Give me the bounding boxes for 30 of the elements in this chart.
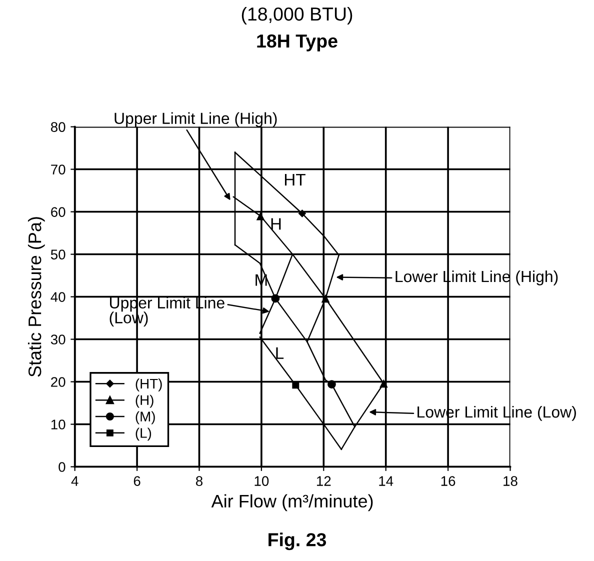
x-tick-label: 14 bbox=[379, 476, 394, 486]
y-axis-title: Static Pressure (Pa) bbox=[28, 217, 45, 377]
x-tick-label: 12 bbox=[316, 476, 331, 486]
y-tick-label: 20 bbox=[51, 377, 66, 387]
y-tick-label: 30 bbox=[50, 334, 66, 344]
y-tick-label: 10 bbox=[51, 420, 66, 430]
y-tick-label: 80 bbox=[50, 122, 66, 132]
x-tick-label: 6 bbox=[134, 476, 140, 486]
y-tick-label: 40 bbox=[50, 292, 66, 302]
x-tick-label: 4 bbox=[71, 476, 78, 486]
caption: Fig. 23 bbox=[268, 532, 326, 550]
legend-label: (L) bbox=[136, 428, 152, 441]
legend-label: (HT) bbox=[136, 378, 162, 392]
chart-subtitle: 18H Type bbox=[257, 34, 338, 52]
legend-label: (H) bbox=[136, 394, 154, 408]
legend-label: (M) bbox=[136, 411, 155, 424]
annotation: Upper Limit Line (High) bbox=[114, 112, 277, 128]
annotation: L bbox=[276, 347, 284, 359]
y-tick-label: 0 bbox=[58, 462, 66, 472]
y-tick-label: 60 bbox=[51, 207, 66, 217]
annotation: H bbox=[271, 218, 281, 230]
y-tick-label: 70 bbox=[51, 164, 66, 174]
x-axis-title: Air Flow (m³/minute) bbox=[211, 494, 373, 512]
y-tick-label: 50 bbox=[50, 250, 66, 260]
annotation: HT bbox=[284, 174, 306, 186]
x-tick-label: 18 bbox=[504, 476, 518, 486]
x-tick-label: 16 bbox=[441, 476, 456, 486]
chart-title: (18,000 BTU) bbox=[242, 6, 352, 24]
x-tick-label: 8 bbox=[196, 476, 203, 486]
x-tick-label: 10 bbox=[254, 476, 269, 486]
